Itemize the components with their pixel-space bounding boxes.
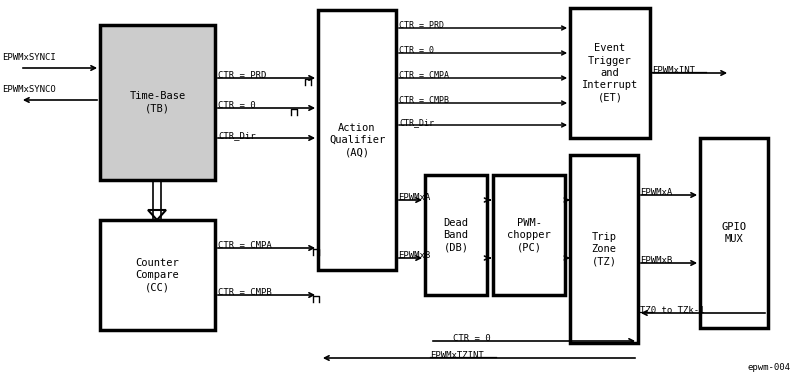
Text: Trip
Zone
(TZ): Trip Zone (TZ) bbox=[590, 232, 616, 267]
Text: Dead
Band
(DB): Dead Band (DB) bbox=[443, 218, 468, 252]
Text: Action
Qualifier
(AQ): Action Qualifier (AQ) bbox=[328, 123, 384, 158]
Text: epwm-004: epwm-004 bbox=[746, 363, 789, 372]
Text: Counter
Compare
(CC): Counter Compare (CC) bbox=[135, 258, 179, 293]
Text: EPWMxSYNCO: EPWMxSYNCO bbox=[2, 85, 56, 94]
Text: CTR_Dir: CTR_Dir bbox=[217, 131, 255, 140]
Text: CTR = CMPA: CTR = CMPA bbox=[217, 241, 272, 250]
Text: EPWMxA: EPWMxA bbox=[639, 188, 672, 197]
Text: CTR = PRD: CTR = PRD bbox=[398, 21, 444, 30]
Text: Time-Base
(TB): Time-Base (TB) bbox=[129, 91, 186, 114]
Text: CTR = PRD: CTR = PRD bbox=[217, 71, 266, 80]
Text: PWM-
chopper
(PC): PWM- chopper (PC) bbox=[507, 218, 550, 252]
Text: EPWMxA: EPWMxA bbox=[397, 193, 430, 202]
Bar bbox=[569, 8, 649, 138]
Bar bbox=[492, 175, 564, 295]
Text: EPWMxSYNCI: EPWMxSYNCI bbox=[2, 53, 56, 62]
Text: CTR_Dir: CTR_Dir bbox=[398, 118, 433, 127]
Text: EPWMxB: EPWMxB bbox=[639, 256, 672, 265]
Text: CTR = 0: CTR = 0 bbox=[217, 101, 255, 110]
Bar bbox=[318, 10, 396, 270]
Text: CTR = 0: CTR = 0 bbox=[453, 334, 490, 343]
Bar bbox=[569, 155, 637, 343]
Text: EPWMxTZINT: EPWMxTZINT bbox=[430, 351, 483, 360]
Text: CTR = 0: CTR = 0 bbox=[398, 46, 433, 55]
Bar bbox=[100, 25, 215, 180]
Bar bbox=[100, 220, 215, 330]
Bar bbox=[424, 175, 487, 295]
Text: EPWMxINT: EPWMxINT bbox=[651, 66, 694, 75]
Text: CTR = CMPB: CTR = CMPB bbox=[398, 96, 448, 105]
Text: CTR = CMPA: CTR = CMPA bbox=[398, 71, 448, 80]
Text: Event
Trigger
and
Interrupt
(ET): Event Trigger and Interrupt (ET) bbox=[581, 43, 637, 103]
Text: GPIO
MUX: GPIO MUX bbox=[721, 222, 745, 244]
Text: CTR = CMPB: CTR = CMPB bbox=[217, 288, 272, 297]
Bar bbox=[699, 138, 767, 328]
Text: EPWMxB: EPWMxB bbox=[397, 251, 430, 260]
Text: TZ0 to TZk-1: TZ0 to TZk-1 bbox=[639, 306, 704, 315]
